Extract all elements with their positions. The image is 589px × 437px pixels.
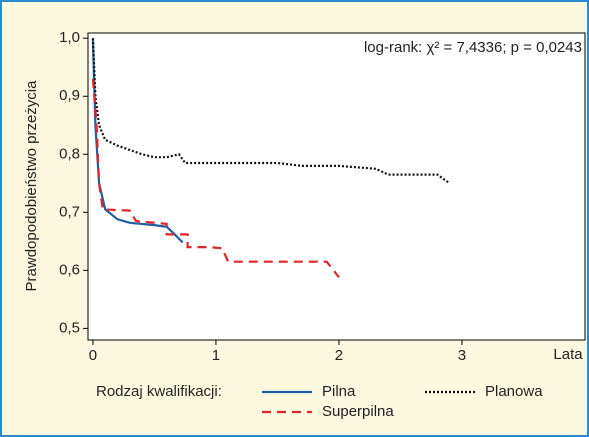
x-tick-label: 3	[458, 347, 466, 364]
x-axis-label: Lata	[553, 346, 583, 363]
annotation: log-rank: χ² = 7,4336; p = 0,0243	[364, 39, 582, 56]
survival-line	[91, 78, 340, 278]
legend-label: Superpilna	[322, 403, 394, 420]
plot-area	[88, 33, 585, 340]
legend-label: Pilna	[322, 383, 356, 400]
x-tick-label: 0	[89, 347, 97, 364]
y-tick-label: 0,9	[59, 87, 80, 104]
plot-frame	[87, 32, 586, 341]
y-axis-label: Prawdopodobieństwo przeżycia	[23, 80, 40, 292]
y-tick-label: 1,0	[59, 29, 80, 46]
y-tick-label: 0,7	[59, 203, 80, 220]
y-tick-label: 0,8	[59, 145, 80, 162]
x-tick-label: 2	[335, 347, 343, 364]
y-tick-label: 0,5	[59, 319, 80, 336]
legend-label: Planowa	[485, 383, 543, 400]
y-tick-label: 0,6	[59, 261, 80, 278]
survival-line	[91, 38, 451, 185]
x-tick-label: 1	[212, 347, 220, 364]
legend-title: Rodzaj kwalifikacji:	[96, 383, 222, 400]
